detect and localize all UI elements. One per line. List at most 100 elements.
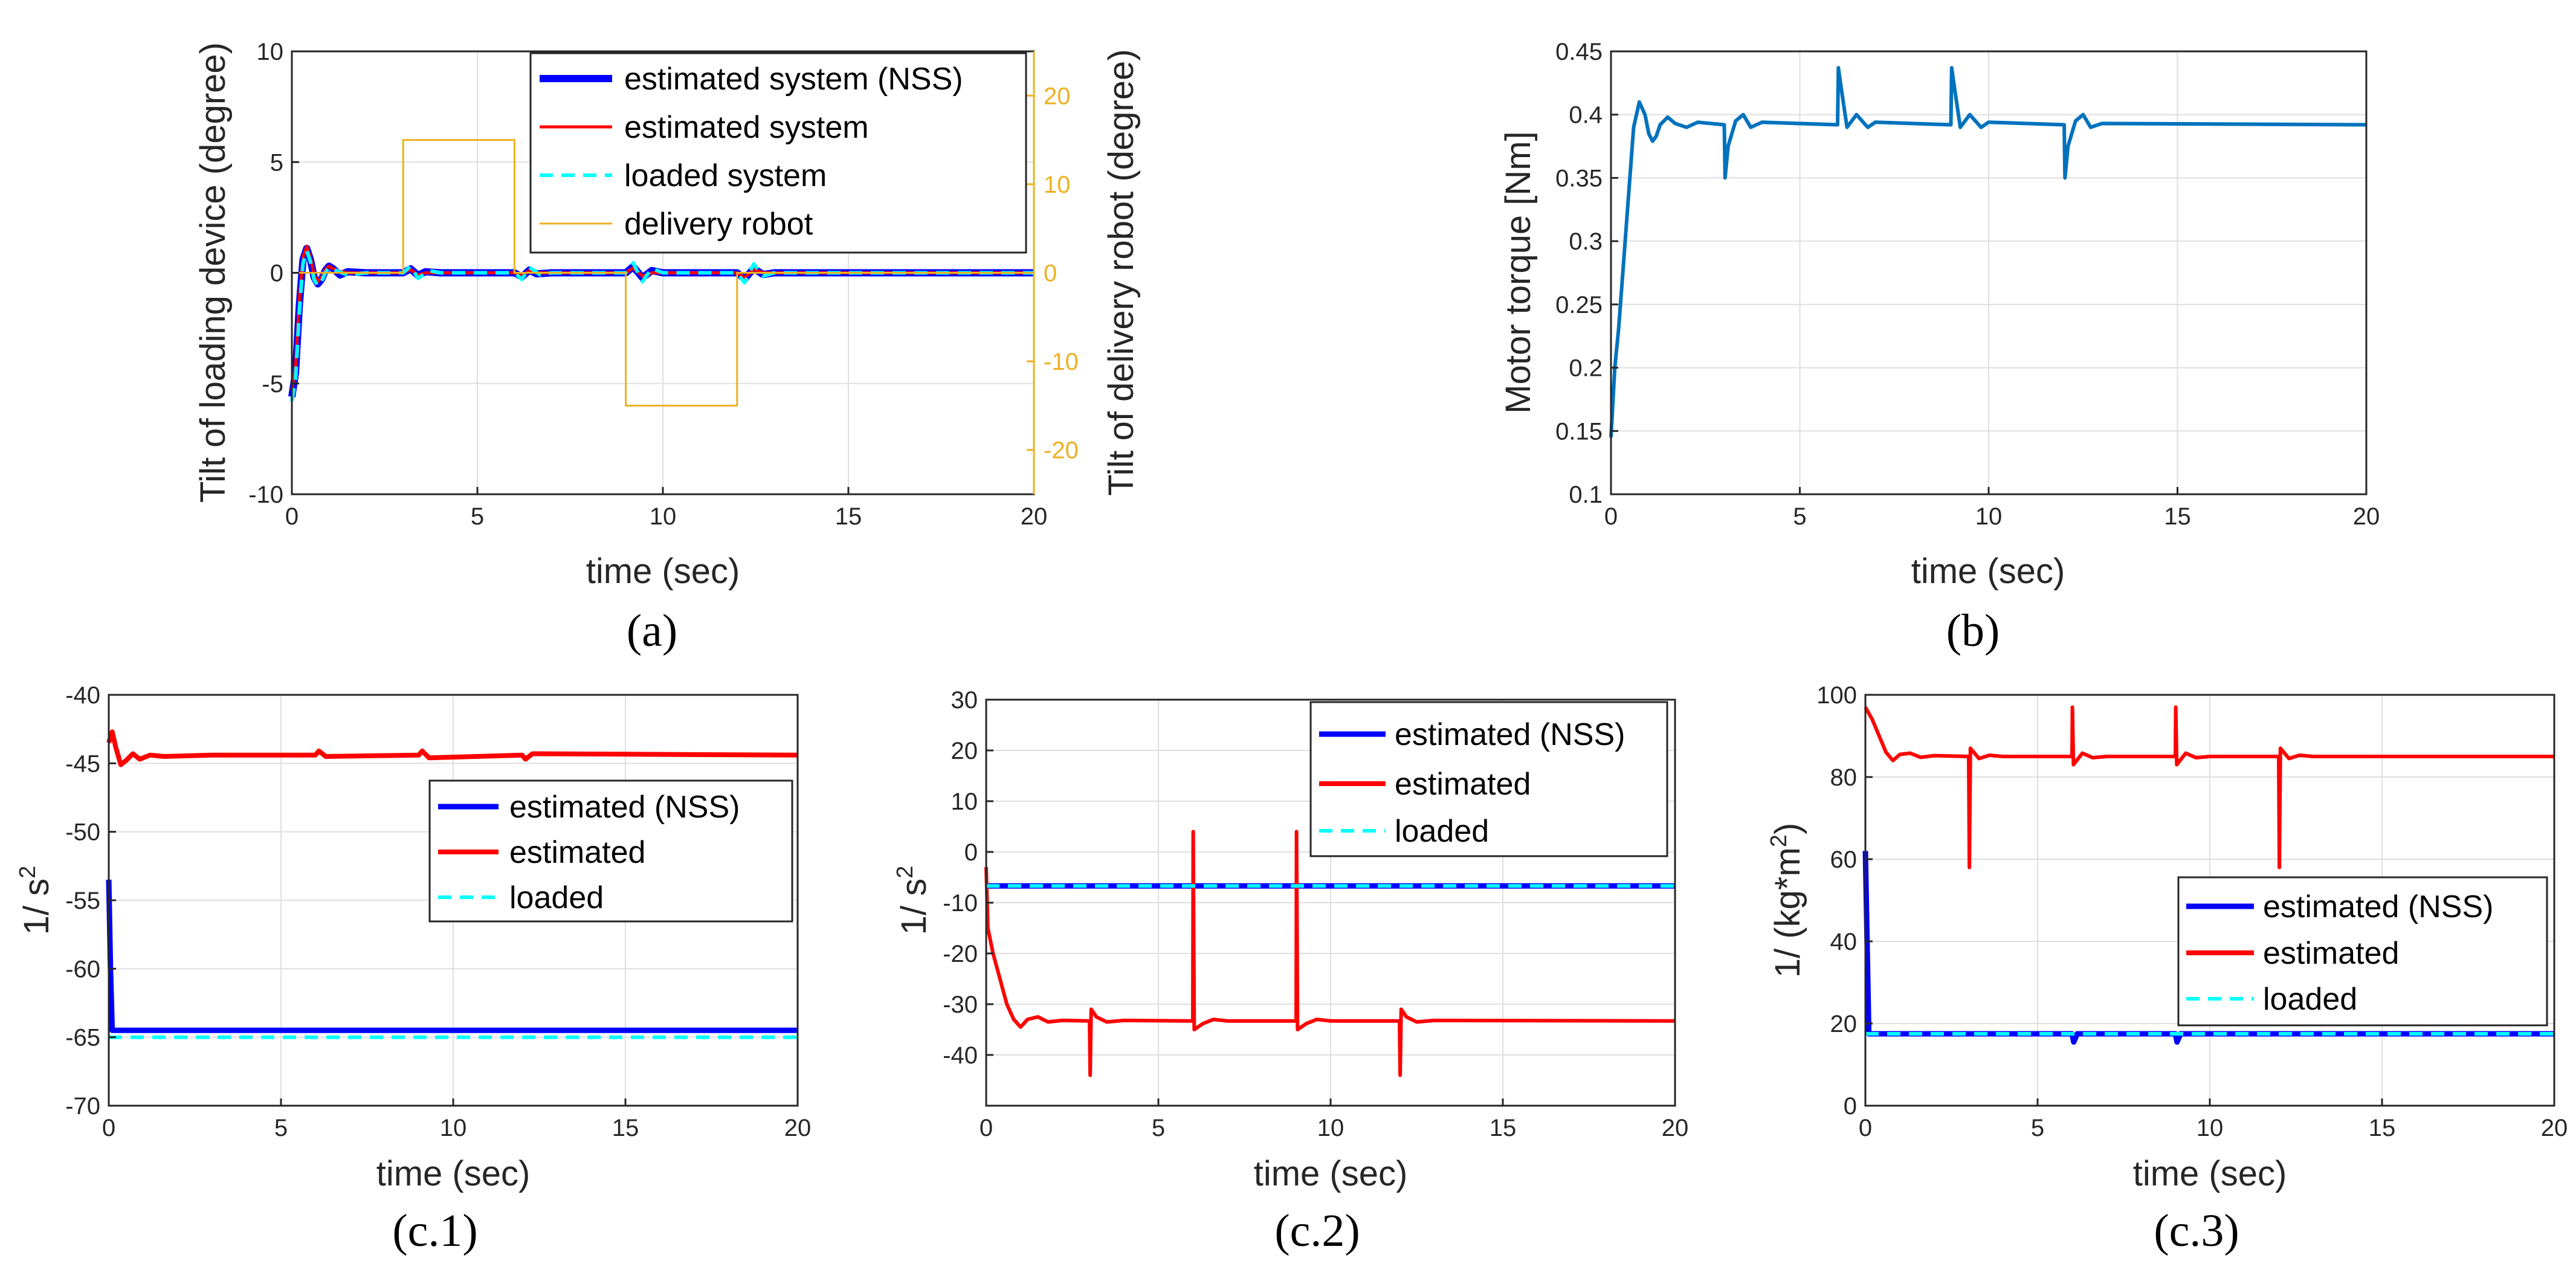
- legend-c2: estimated (NSS) estimated loaded: [1309, 701, 1668, 857]
- ytick-label-a-0: -10: [248, 482, 283, 508]
- xtick-label-c2-4: 20: [1662, 1115, 1689, 1141]
- caption-b: (b): [1946, 605, 2000, 656]
- ytick-label-b-5: 0.35: [1555, 165, 1603, 192]
- ytick-label-c1-3: -55: [65, 888, 100, 914]
- ytick-label-c1-1: -65: [65, 1025, 100, 1051]
- legend-c1-label-2: loaded: [509, 880, 604, 915]
- legend-c3: estimated (NSS) estimated loaded: [2177, 876, 2548, 1027]
- ylabel-right-a: Tilt of delivery robot (degree): [1102, 49, 1141, 495]
- xtick-label-c1-1: 5: [274, 1115, 288, 1141]
- ytick-label-b-3: 0.25: [1555, 292, 1603, 318]
- xtick-label-c3-4: 20: [2541, 1115, 2568, 1141]
- ytick-label-c2-1: -30: [943, 992, 978, 1018]
- ytick-label-c3-2: 40: [1830, 929, 1858, 955]
- caption-c2: (c.2): [1274, 1205, 1360, 1256]
- xtick-label-a-3: 15: [835, 503, 862, 530]
- xtick-label-a-2: 10: [650, 503, 677, 530]
- xtick-label-b-3: 15: [2164, 503, 2191, 530]
- ytick-label-c3-3: 60: [1830, 846, 1858, 873]
- xtick-label-b-4: 20: [2353, 503, 2380, 530]
- ytick-label-c2-3: -10: [943, 890, 978, 917]
- xtick-label-b-2: 10: [1975, 503, 2003, 530]
- ylabel-c1-sup: 2: [15, 866, 40, 879]
- ytick-label-b-7: 0.45: [1555, 39, 1603, 65]
- ytick-label-c1-4: -50: [65, 819, 100, 846]
- ytick-label-c3-0: 0: [1844, 1093, 1857, 1120]
- ytick-label-b-4: 0.3: [1569, 228, 1603, 255]
- series-b-torque: [1609, 66, 2367, 437]
- xtick-label-c1-3: 15: [612, 1115, 639, 1141]
- ytick-right-label-a-1: -10: [1044, 349, 1079, 375]
- legend-c3-label-1: estimated: [2263, 936, 2399, 971]
- chart-panel-c2: 0 5 10 15 20 -40 -30 -20 -10 0 10 20 30 estimated (N…: [893, 687, 1688, 1256]
- ytick-label-b-6: 0.4: [1569, 102, 1603, 129]
- ylabel-c1-main: 1/ s: [17, 879, 56, 935]
- legend-c3-label-2: loaded: [2263, 982, 2357, 1017]
- legend-c3-label-0: estimated (NSS): [2263, 889, 2493, 924]
- ytick-label-b-1: 0.15: [1555, 418, 1603, 445]
- xtick-label-c3-0: 0: [1859, 1115, 1872, 1141]
- caption-a: (a): [627, 605, 677, 656]
- xtick-label-c1-2: 10: [440, 1115, 467, 1141]
- caption-c1: (c.1): [392, 1205, 477, 1256]
- xlabel-c2: time (sec): [1254, 1154, 1408, 1193]
- chart-panel-c3: 0 5 10 15 20 0 20 40 60 80 100 estimated (NSS) est…: [1766, 682, 2568, 1256]
- xtick-label-c1-4: 20: [784, 1115, 812, 1141]
- xlabel-c3: time (sec): [2133, 1154, 2287, 1193]
- xtick-label-a-1: 5: [471, 503, 484, 530]
- series-c3-estimated-nss: [1862, 851, 2554, 1045]
- xtick-label-c2-1: 5: [1152, 1115, 1165, 1141]
- xtick-label-c3-1: 5: [2031, 1115, 2044, 1141]
- xtick-label-c3-2: 10: [2197, 1115, 2224, 1141]
- ytick-label-a-1: -5: [262, 371, 283, 398]
- ytick-label-c2-5: 10: [951, 788, 978, 815]
- series-c3-estimated: [1864, 705, 2554, 869]
- xlabel-a: time (sec): [586, 552, 740, 591]
- ytick-label-c1-6: -40: [65, 682, 100, 709]
- ylabel-c3-end: ): [1768, 823, 1807, 834]
- xtick-label-c3-3: 15: [2369, 1115, 2396, 1141]
- ytick-label-a-3: 5: [270, 149, 283, 176]
- xlabel-c1: time (sec): [376, 1154, 531, 1193]
- chart-panel-c1: 0 5 10 15 20 -70 -65 -60 -55 -50 -45 -40 estimated …: [15, 682, 811, 1256]
- chart-panel-b: 0 5 10 15 20 0.1 0.15 0.2 0.25 0.3 0.35 0.4 0.45 tim…: [1499, 39, 2380, 656]
- series-c1-estimated: [106, 729, 798, 767]
- caption-c3: (c.3): [2154, 1205, 2239, 1256]
- ytick-label-b-2: 0.2: [1569, 355, 1603, 382]
- ytick-right-label-a-0: -20: [1044, 437, 1079, 464]
- legend-a-label-2: loaded system: [624, 158, 827, 193]
- ytick-label-a-2: 0: [270, 260, 283, 287]
- xtick-label-a-4: 20: [1021, 503, 1048, 530]
- ylabel-b: Motor torque [Nm]: [1499, 131, 1538, 413]
- ytick-label-c1-0: -70: [65, 1093, 100, 1120]
- legend-c2-label-1: estimated: [1395, 767, 1531, 802]
- xlabel-b: time (sec): [1911, 552, 2065, 591]
- ytick-label-c3-4: 80: [1830, 764, 1858, 791]
- legend-a-label-3: delivery robot: [624, 207, 813, 242]
- ylabel-a: Tilt of loading device (degree): [193, 42, 233, 503]
- xtick-label-a-0: 0: [285, 503, 299, 530]
- ylabel-c3-sup: 2: [1766, 834, 1792, 847]
- xtick-label-b-1: 5: [1793, 503, 1806, 530]
- ytick-label-c2-0: -40: [943, 1042, 978, 1069]
- ylabel-c2-sup: 2: [893, 866, 918, 879]
- xtick-label-c2-2: 10: [1317, 1115, 1344, 1141]
- ytick-right-label-a-4: 20: [1044, 83, 1071, 109]
- ytick-label-c2-2: -20: [943, 941, 978, 967]
- ytick-label-c1-5: -45: [65, 750, 100, 777]
- ytick-label-c2-6: 20: [951, 738, 978, 764]
- legend-c2-label-0: estimated (NSS): [1395, 717, 1625, 752]
- legend-a-box: [529, 52, 1027, 254]
- ytick-label-c3-5: 100: [1816, 682, 1857, 709]
- legend-c1-label-0: estimated (NSS): [509, 790, 740, 825]
- ylabel-c2: 1/ s2: [893, 866, 934, 935]
- series-c2-estimated: [984, 830, 1676, 1077]
- ylabel-c1: 1/ s2: [15, 866, 56, 935]
- ytick-right-label-a-2: 0: [1044, 260, 1057, 287]
- xtick-label-c2-0: 0: [980, 1115, 993, 1141]
- legend-a: estimated system (NSS) estimated system …: [529, 52, 1027, 254]
- xtick-label-b-0: 0: [1604, 503, 1618, 530]
- ylabel-c3: 1/ (kg*m2): [1766, 823, 1807, 978]
